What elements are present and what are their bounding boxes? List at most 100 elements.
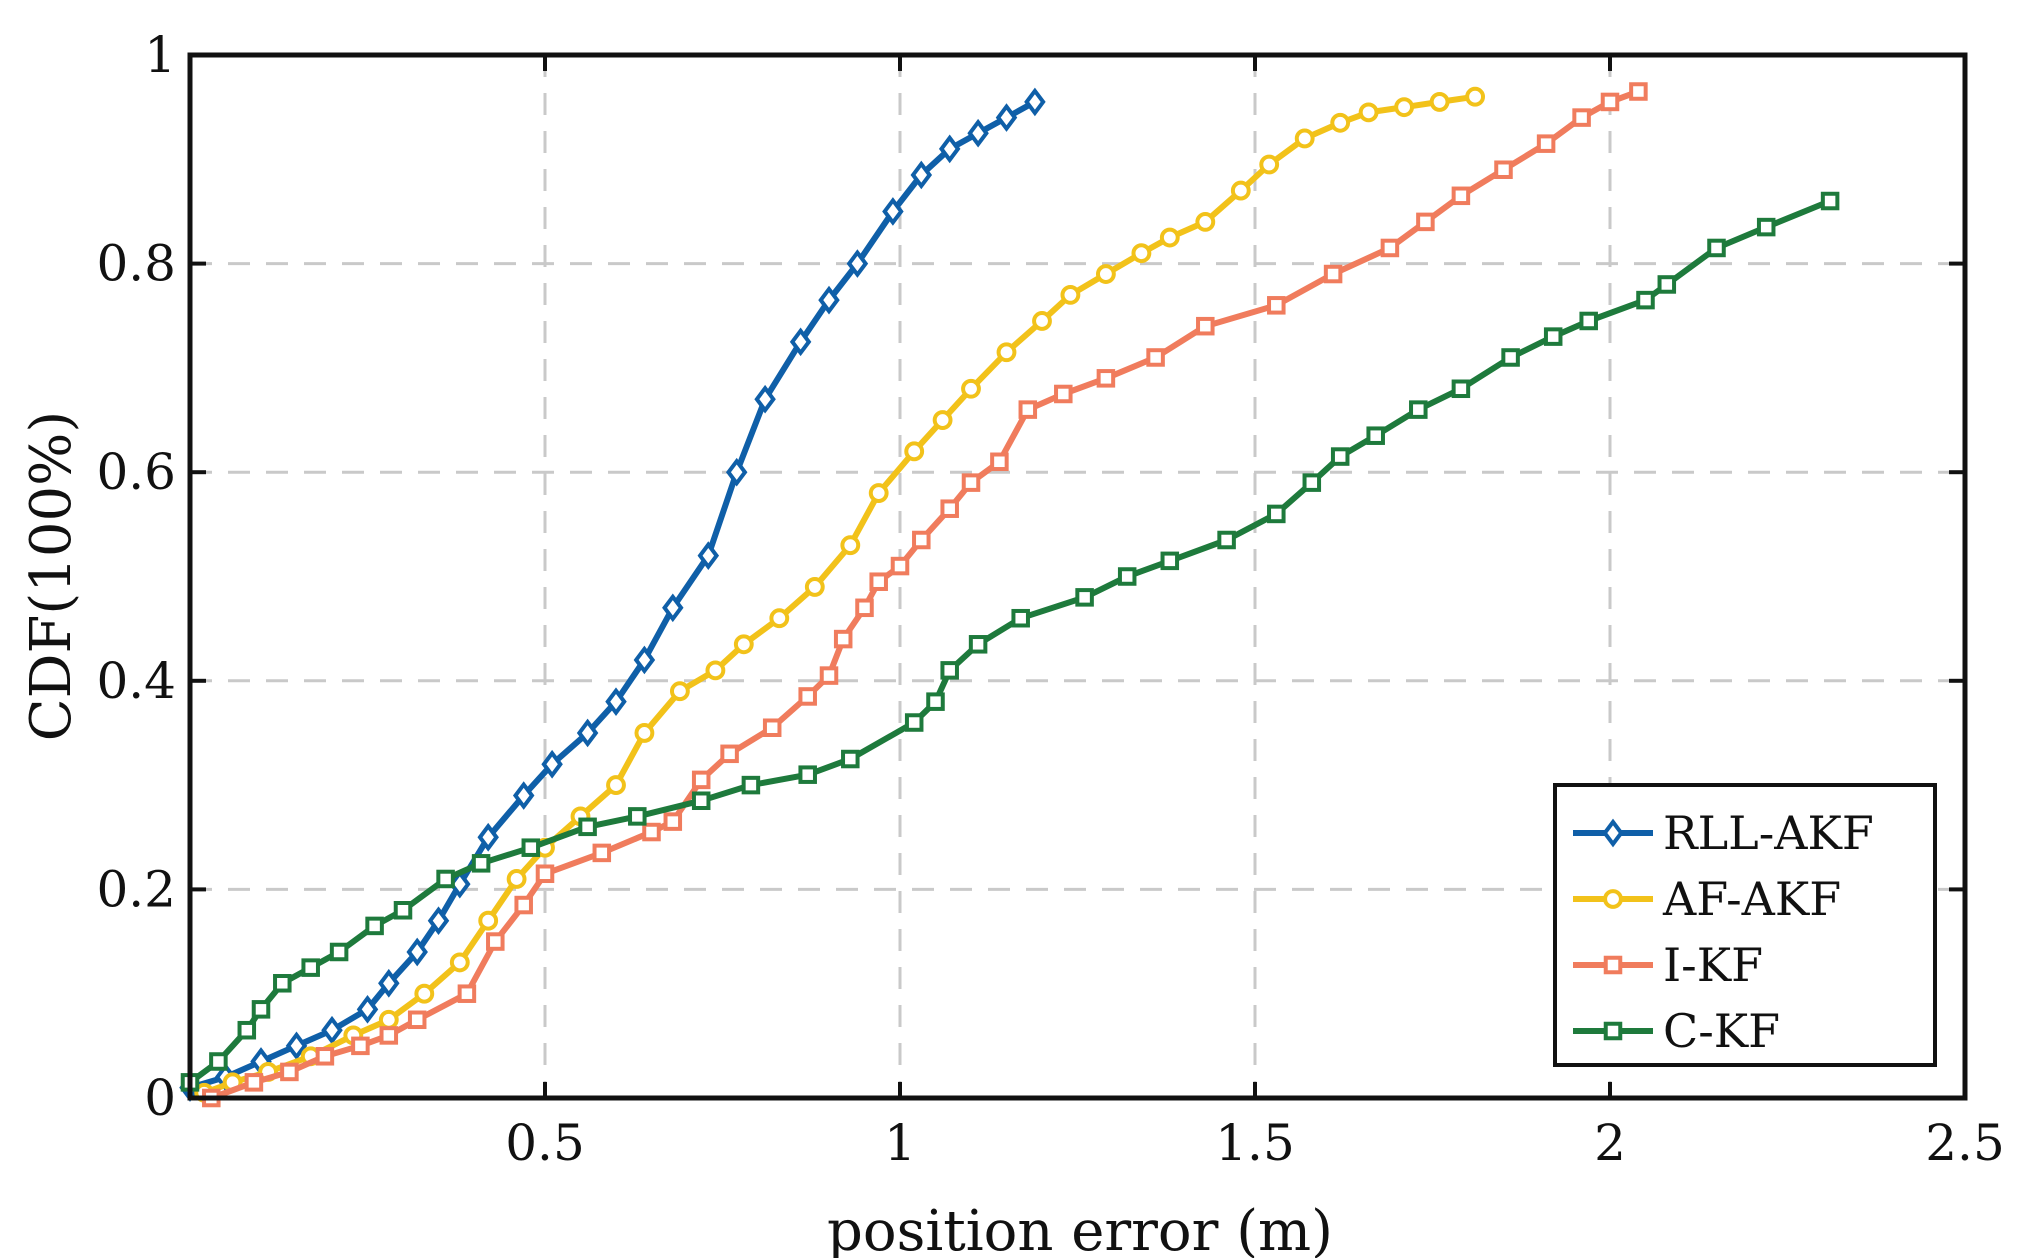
data-point-c-kf — [329, 942, 349, 962]
data-point-c-kf — [273, 974, 292, 993]
data-point-rll-akf — [321, 1015, 343, 1045]
data-point-rll-akf — [1024, 87, 1046, 117]
data-point-af-akf — [733, 634, 754, 655]
data-point-af-akf — [449, 952, 470, 973]
data-point-af-akf — [1230, 180, 1251, 201]
data-point-af-akf — [1259, 154, 1280, 175]
data-point-c-kf — [301, 958, 320, 977]
data-point-i-kf — [890, 556, 910, 576]
legend-swatch-marker — [1603, 1021, 1623, 1041]
data-point-i-kf — [869, 572, 888, 591]
data-point-i-kf — [1018, 400, 1038, 419]
data-point-c-kf — [471, 854, 491, 873]
data-point-i-kf — [1629, 82, 1648, 101]
data-point-af-akf — [1429, 92, 1450, 112]
data-point-af-akf — [1195, 211, 1216, 232]
data-point-i-kf — [990, 452, 1009, 472]
data-point-i-kf — [819, 666, 839, 685]
data-point-rll-akf — [576, 718, 599, 748]
data-point-af-akf — [1358, 102, 1379, 123]
data-point-rll-akf — [882, 197, 904, 226]
data-point-c-kf — [237, 1020, 257, 1040]
data-point-c-kf — [521, 838, 541, 857]
data-point-c-kf — [1302, 473, 1322, 492]
tick-labels: 0.5 1 1.5 2 2.5 0 0.2 0.4 0.6 0.8 1 — [96, 26, 2004, 1172]
data-point-rll-akf — [285, 1031, 308, 1061]
data-point-c-kf — [209, 1052, 228, 1071]
data-point-af-akf — [840, 535, 861, 556]
data-point-rll-akf — [633, 645, 656, 675]
data-point-af-akf — [961, 378, 981, 399]
y-tick-label: 0.2 — [96, 860, 176, 918]
data-point-c-kf — [741, 775, 761, 795]
data-point-c-kf — [1756, 217, 1776, 237]
data-point-rll-akf — [967, 118, 989, 148]
data-point-rll-akf — [406, 937, 428, 967]
data-point-i-kf — [1146, 348, 1165, 367]
data-point-af-akf — [634, 723, 655, 743]
data-point-af-akf — [1394, 97, 1415, 118]
data-point-c-kf — [798, 765, 817, 784]
data-point-c-kf — [436, 869, 455, 889]
data-point-c-kf — [1366, 426, 1385, 445]
x-tick-label: 1 — [884, 1114, 916, 1172]
data-point-i-kf — [1096, 369, 1116, 388]
data-point-rll-akf — [818, 285, 840, 315]
data-point-i-kf — [1494, 160, 1513, 179]
data-point-i-kf — [457, 984, 477, 1003]
data-point-c-kf — [1707, 238, 1726, 258]
data-point-rll-akf — [725, 457, 748, 487]
data-point-i-kf — [351, 1036, 370, 1056]
data-point-i-kf — [1572, 108, 1591, 127]
legend: RLL-AKF AF-AKF I-KF C-KF — [1553, 783, 1937, 1067]
data-point-i-kf — [1054, 384, 1073, 404]
data-point-c-kf — [1011, 608, 1030, 628]
data-point-i-kf — [1380, 238, 1400, 258]
data-point-c-kf — [1160, 551, 1180, 571]
data-point-rll-akf — [378, 968, 400, 998]
legend-swatch-marker — [1603, 889, 1623, 909]
data-point-c-kf — [1117, 567, 1137, 586]
data-point-c-kf — [968, 635, 988, 654]
data-point-af-akf — [1032, 311, 1052, 331]
data-point-af-akf — [1060, 284, 1081, 305]
data-point-rll-akf — [697, 541, 720, 570]
data-point-af-akf — [932, 410, 953, 430]
data-point-rll-akf — [910, 160, 933, 190]
data-point-i-kf — [855, 598, 874, 618]
data-point-af-akf — [669, 681, 690, 702]
legend-entry-af-akf: AF-AKF — [1573, 872, 1841, 926]
data-point-af-akf — [1159, 227, 1180, 248]
data-point-i-kf — [691, 770, 711, 790]
data-point-i-kf — [1451, 186, 1471, 206]
y-tick-label: 0.6 — [96, 443, 176, 501]
data-point-c-kf — [1579, 311, 1598, 331]
data-point-c-kf — [926, 692, 945, 711]
data-point-i-kf — [514, 895, 533, 915]
y-tick-label: 1 — [144, 26, 176, 84]
data-point-af-akf — [868, 483, 889, 503]
x-axis-title: position error (m) — [827, 1199, 1333, 1258]
series-c-kf — [180, 191, 1840, 1092]
data-point-i-kf — [1416, 212, 1435, 232]
data-point-rll-akf — [938, 134, 961, 164]
data-point-af-akf — [804, 577, 825, 597]
data-point-i-kf — [940, 499, 959, 518]
series-af-akf — [194, 86, 1486, 1103]
data-point-c-kf — [1217, 530, 1236, 550]
data-point-af-akf — [1294, 128, 1315, 149]
data-point-i-kf — [642, 822, 661, 842]
data-point-c-kf — [578, 817, 597, 837]
x-tick-label: 2.5 — [1925, 1114, 2005, 1172]
data-point-af-akf — [1465, 86, 1486, 107]
data-point-i-kf — [407, 1010, 427, 1030]
data-point-i-kf — [833, 629, 853, 649]
data-point-i-kf — [244, 1073, 264, 1092]
legend-swatch-marker — [1603, 955, 1623, 975]
data-point-af-akf — [996, 342, 1017, 363]
x-tick-label: 2 — [1594, 1114, 1626, 1172]
data-point-c-kf — [1267, 504, 1286, 524]
data-point-c-kf — [841, 749, 860, 769]
data-point-c-kf — [1451, 379, 1471, 399]
